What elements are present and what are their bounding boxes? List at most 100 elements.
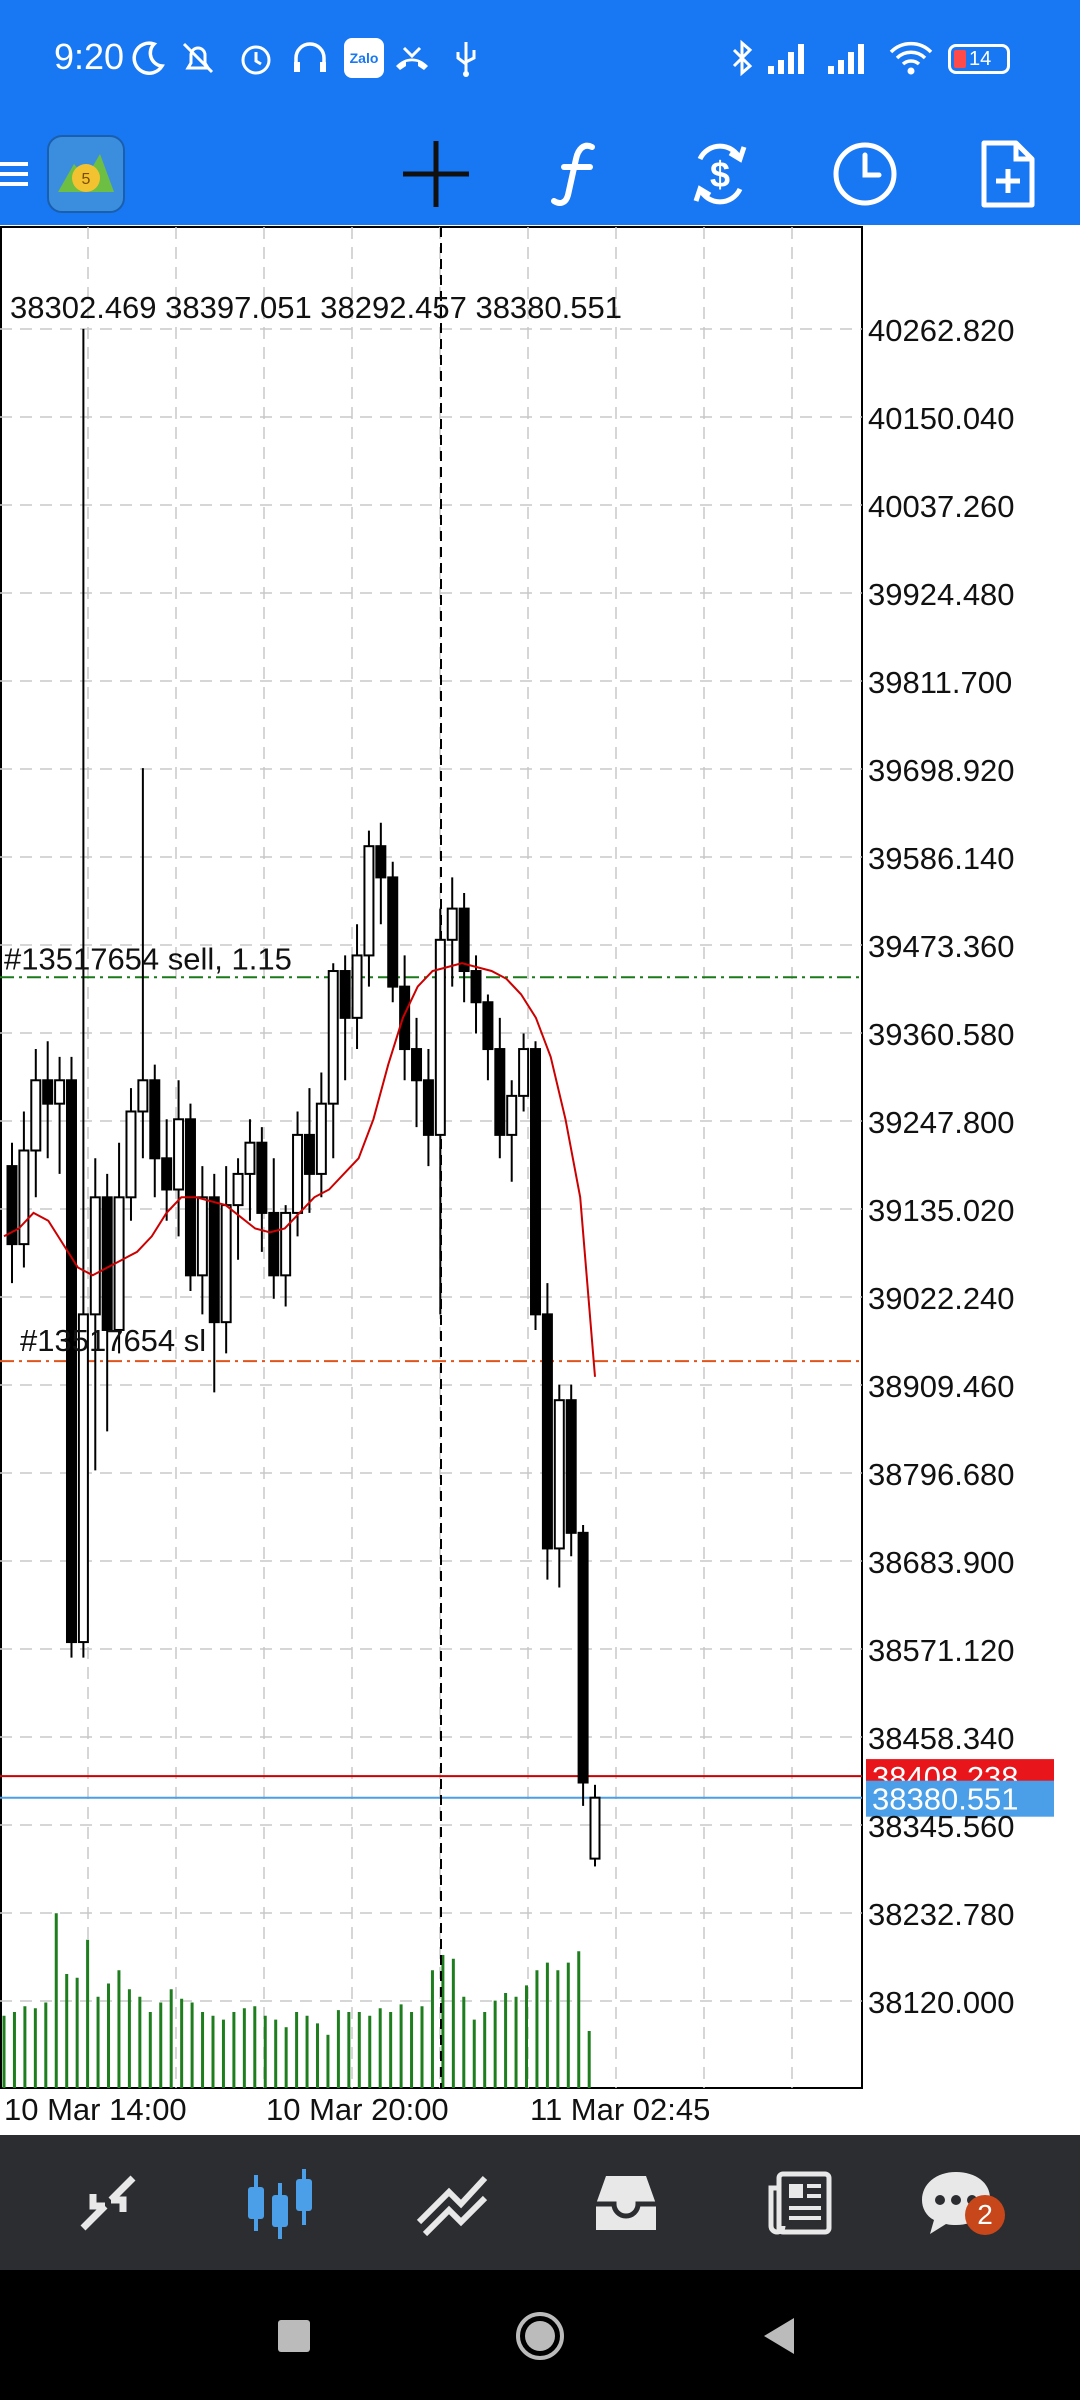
candle-body xyxy=(125,1110,137,1199)
candle-body xyxy=(101,1196,113,1331)
chart-icon[interactable] xyxy=(230,2155,330,2250)
candle-body xyxy=(375,845,387,879)
candle xyxy=(303,1088,315,1213)
candle-body xyxy=(422,1079,434,1136)
candle-body xyxy=(54,1079,66,1105)
recents-icon[interactable] xyxy=(276,2318,312,2354)
candle xyxy=(446,877,458,987)
candle xyxy=(196,1166,208,1315)
candle xyxy=(541,1283,553,1580)
candle xyxy=(77,328,89,1658)
candle-body xyxy=(6,1165,18,1246)
history-icon[interactable] xyxy=(576,2155,676,2250)
alarm-icon xyxy=(241,45,271,75)
candle-body xyxy=(434,938,446,1136)
price-tick-label: 38232.780 xyxy=(868,1897,1015,1932)
candle xyxy=(351,924,363,1050)
symbols-icon[interactable]: $ xyxy=(680,134,760,214)
candle xyxy=(256,1127,268,1252)
price-tick-label: 39811.700 xyxy=(868,665,1012,700)
candle xyxy=(339,955,351,1081)
moon-icon xyxy=(132,41,165,75)
candle-body xyxy=(553,1399,565,1550)
candle xyxy=(173,1080,185,1237)
candle-body xyxy=(399,985,411,1051)
time-tick-label: 11 Mar 02:45 xyxy=(530,2092,710,2127)
battery-icon: 14 xyxy=(948,44,1010,74)
candle xyxy=(244,1119,256,1221)
stop-loss-label: #13517654 sl xyxy=(20,1323,206,1358)
candle-body xyxy=(482,1001,494,1051)
time-tick-label: 10 Mar 14:00 xyxy=(4,2092,187,2127)
candle xyxy=(506,1080,518,1182)
price-tick-label: 39360.580 xyxy=(868,1017,1015,1052)
candle xyxy=(482,994,494,1081)
candle xyxy=(149,1064,161,1198)
candle-body xyxy=(589,1796,601,1860)
candle-body xyxy=(446,907,458,941)
candle-body xyxy=(173,1118,185,1191)
price-tick-label: 39924.480 xyxy=(868,577,1015,612)
candle-body xyxy=(208,1196,220,1324)
candle-body xyxy=(339,970,351,1019)
price-chart[interactable]: 38302.469 38397.051 38292.457 38380.551 #… xyxy=(0,225,1080,2135)
new-order-icon[interactable] xyxy=(968,134,1048,214)
candle xyxy=(363,830,375,987)
candle xyxy=(268,1158,280,1299)
candle xyxy=(434,908,446,1315)
headphones-icon xyxy=(294,42,326,72)
candle-body xyxy=(149,1079,161,1160)
bluetooth-icon xyxy=(732,39,753,77)
candle xyxy=(280,1205,292,1307)
candle xyxy=(101,1173,113,1432)
candle xyxy=(470,955,482,1034)
notification-badge: 2 xyxy=(965,2195,1005,2235)
timeframe-icon[interactable] xyxy=(825,134,905,214)
news-icon[interactable] xyxy=(750,2155,850,2250)
app-logo-icon[interactable]: 5 xyxy=(46,134,126,214)
quotes-icon[interactable] xyxy=(58,2155,158,2250)
chart-area[interactable]: 38302.469 38397.051 38292.457 38380.551 #… xyxy=(0,225,1080,2135)
candle-body xyxy=(161,1157,173,1191)
candle xyxy=(6,1142,18,1284)
svg-text:5: 5 xyxy=(82,171,91,188)
back-icon[interactable] xyxy=(760,2316,798,2356)
svg-text:$: $ xyxy=(710,154,730,195)
price-tick-label: 38458.340 xyxy=(868,1721,1015,1756)
candle xyxy=(327,963,339,1159)
crosshair-icon[interactable] xyxy=(396,134,476,214)
candle xyxy=(458,893,470,1003)
candle-body xyxy=(30,1079,42,1152)
candle-body xyxy=(89,1196,101,1316)
candle-body xyxy=(315,1102,327,1175)
trade-icon[interactable] xyxy=(403,2155,503,2250)
candle xyxy=(89,1158,101,1471)
candle-body xyxy=(220,1204,232,1324)
candle xyxy=(411,1017,423,1128)
candle xyxy=(530,1041,542,1330)
menu-icon[interactable] xyxy=(0,134,42,214)
missed-call-icon xyxy=(396,46,428,70)
price-tick-label: 38683.900 xyxy=(868,1545,1015,1580)
bell-off-icon xyxy=(182,42,214,74)
indicators-icon[interactable] xyxy=(538,134,618,214)
candle-body xyxy=(530,1048,542,1316)
candle-body xyxy=(387,876,399,988)
candle-body xyxy=(541,1313,553,1550)
price-tick-label: 39022.240 xyxy=(868,1281,1015,1316)
candle xyxy=(553,1384,565,1588)
candle xyxy=(422,1049,434,1167)
home-icon[interactable] xyxy=(514,2310,566,2362)
candle-body xyxy=(77,1313,89,1644)
status-time: 9:20 xyxy=(54,36,125,77)
price-tick-label: 38571.120 xyxy=(868,1633,1015,1668)
price-tick-label: 38796.680 xyxy=(868,1457,1015,1492)
zalo-icon: Zalo xyxy=(344,38,384,78)
status-bar: 9:20 Zalo 14 xyxy=(0,0,1080,120)
candle-body xyxy=(518,1048,530,1097)
candle-body xyxy=(18,1149,30,1246)
candle xyxy=(565,1384,577,1557)
price-tick-label: 38345.560 xyxy=(868,1809,1015,1844)
candle-body xyxy=(303,1133,315,1175)
price-tick-label: 39473.360 xyxy=(868,929,1015,964)
